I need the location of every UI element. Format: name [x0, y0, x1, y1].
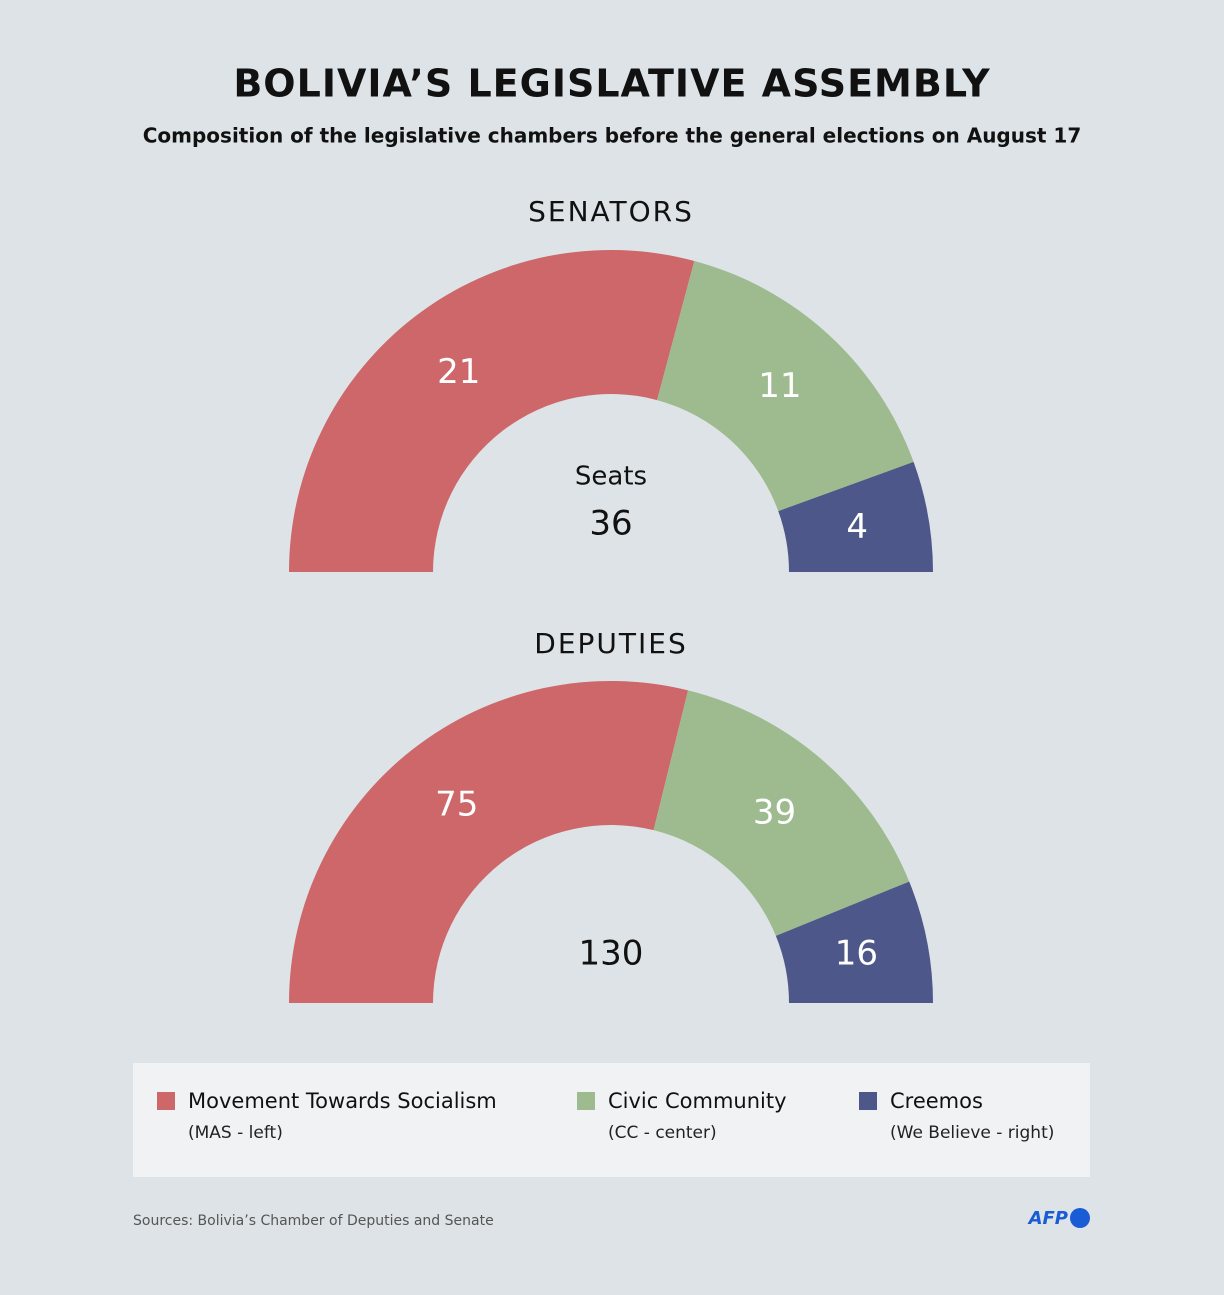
- total: 36: [589, 504, 632, 544]
- value-label: 16: [835, 933, 878, 973]
- subtitle: Composition of the legislative chambers …: [143, 124, 1082, 148]
- total: 130: [579, 934, 644, 974]
- segment: [657, 260, 914, 512]
- legend-swatch: [157, 1092, 175, 1110]
- legend-name: Civic Community: [608, 1089, 787, 1113]
- value-label: 11: [758, 366, 801, 406]
- legend-swatch: [859, 1092, 877, 1110]
- chart-title: DEPUTIES: [534, 627, 687, 660]
- legend-name: Creemos: [890, 1089, 983, 1113]
- segment: [778, 461, 933, 572]
- segment: [775, 881, 933, 1003]
- value-label: 21: [437, 352, 480, 392]
- legend-name: Movement Towards Socialism: [188, 1089, 497, 1113]
- legend-note: (CC - center): [608, 1123, 717, 1143]
- logo-dot: [1070, 1208, 1090, 1228]
- legend-note: (We Believe - right): [890, 1123, 1054, 1143]
- logo: AFP: [1027, 1208, 1068, 1229]
- chart-title: SENATORS: [528, 195, 694, 228]
- value-label: 39: [753, 792, 796, 832]
- center-label: Seats: [575, 462, 647, 492]
- value-label: 4: [846, 507, 868, 547]
- segment: [289, 681, 689, 1003]
- title: BOLIVIA’S LEGISLATIVE ASSEMBLY: [233, 62, 990, 106]
- legend-swatch: [577, 1092, 595, 1110]
- segment: [653, 690, 910, 936]
- legend-note: (MAS - left): [188, 1123, 283, 1143]
- value-label: 75: [435, 785, 478, 825]
- legend-box: [133, 1063, 1090, 1177]
- source: Sources: Bolivia’s Chamber of Deputies a…: [133, 1213, 494, 1229]
- segment: [289, 249, 695, 572]
